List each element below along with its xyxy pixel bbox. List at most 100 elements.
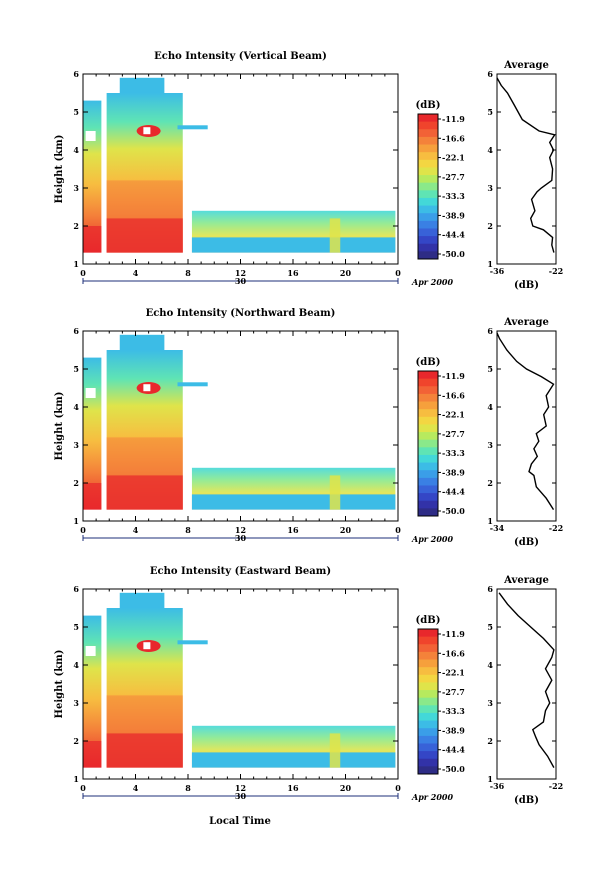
x-tick-label: 16 — [287, 783, 299, 793]
profile-title: Average — [503, 60, 549, 71]
colorbar-swatch — [418, 667, 438, 676]
colorbar-label: -11.9 — [442, 629, 465, 639]
echo-low-layer-core — [191, 752, 396, 768]
y-tick-label: 6 — [73, 69, 79, 79]
date-label: 30 — [235, 276, 247, 286]
colorbar-swatch — [418, 424, 438, 433]
colorbar-swatch — [418, 205, 438, 214]
colorbar-swatch — [418, 129, 438, 138]
colorbar-label: -50.0 — [442, 249, 465, 259]
colorbar-swatch — [418, 121, 438, 130]
colorbar-swatch — [418, 167, 438, 176]
colorbar-swatch — [418, 152, 438, 161]
colorbar-swatch — [418, 651, 438, 660]
x-tick-label: 16 — [287, 268, 299, 278]
echo-storm-core — [106, 475, 183, 510]
colorbar-label: -16.6 — [442, 648, 465, 658]
profile-y-tick-label: 6 — [487, 69, 493, 79]
colorbar-swatch — [418, 644, 438, 653]
echo-low-layer-spike — [329, 475, 341, 510]
y-tick-label: 5 — [73, 622, 79, 632]
colorbar-swatch — [418, 751, 438, 760]
profile-title: Average — [503, 575, 549, 586]
colorbar-swatch — [418, 386, 438, 395]
colorbar-swatch — [418, 136, 438, 145]
heatmap-image — [83, 334, 396, 510]
echo-gap — [85, 131, 96, 141]
profile-y-tick-label: 4 — [487, 402, 493, 412]
colorbar-swatch — [418, 470, 438, 479]
echo-anvil — [177, 125, 208, 130]
echo-low-layer-spike — [329, 733, 341, 768]
x-tick-label: 4 — [133, 268, 139, 278]
x-tick-label: 12 — [235, 783, 246, 793]
profile-x-tick-label: -22 — [549, 266, 563, 276]
colorbar-label: -27.7 — [442, 172, 465, 182]
x-tick-label: 0 — [80, 268, 86, 278]
colorbar-label: -33.3 — [442, 448, 465, 458]
x-tick-label: 8 — [185, 525, 191, 535]
x-tick-label: 0 — [395, 525, 401, 535]
colorbar-swatch — [418, 393, 438, 402]
colorbar-swatch — [418, 114, 438, 123]
x-tick-label: 4 — [133, 525, 139, 535]
profile-x-tick-label: -36 — [490, 266, 505, 276]
colorbar-swatch — [418, 500, 438, 509]
x-tick-label: 20 — [340, 525, 352, 535]
chart-title: Echo Intensity (Eastward Beam) — [150, 566, 331, 577]
colorbar-label: -22.1 — [442, 668, 465, 678]
month-label: Apr 2000 — [411, 277, 454, 287]
colorbar-swatch — [418, 758, 438, 767]
chart-title: Echo Intensity (Vertical Beam) — [154, 51, 327, 62]
y-axis-label: Height (km) — [54, 650, 65, 719]
x-axis-label: Local Time — [209, 816, 271, 827]
colorbar-swatch — [418, 485, 438, 494]
echo-bright-band-gap — [143, 384, 151, 392]
colorbar-swatch — [418, 477, 438, 486]
colorbar-swatch — [418, 220, 438, 229]
profile-y-tick-label: 5 — [487, 107, 493, 117]
y-tick-label: 2 — [73, 478, 79, 488]
colorbar-swatch — [418, 735, 438, 744]
profile-x-label: (dB) — [514, 795, 539, 806]
echo-storm-top — [119, 77, 165, 93]
colorbar-swatch — [418, 766, 438, 775]
y-tick-label: 1 — [73, 259, 79, 269]
colorbar-swatch — [418, 508, 438, 517]
profile-series-line — [496, 332, 555, 510]
x-tick-label: 0 — [80, 525, 86, 535]
colorbar-swatch — [418, 447, 438, 456]
colorbar-label: -50.0 — [442, 506, 465, 516]
profile-y-tick-label: 5 — [487, 622, 493, 632]
colorbar-label: -22.1 — [442, 410, 465, 420]
colorbar-swatch — [418, 439, 438, 448]
profile-y-tick-label: 5 — [487, 364, 493, 374]
colorbar-frame — [417, 113, 439, 260]
colorbar-label: -11.9 — [442, 114, 465, 124]
echo-low-layer-core — [191, 494, 396, 510]
colorbar-label: -44.4 — [442, 230, 465, 240]
colorbar-swatch — [418, 462, 438, 471]
echo-storm-core — [106, 218, 183, 253]
month-label: Apr 2000 — [411, 792, 454, 802]
y-tick-label: 6 — [73, 584, 79, 594]
month-label: Apr 2000 — [411, 534, 454, 544]
profile-x-tick-label: -22 — [549, 523, 563, 533]
profile-y-tick-label: 3 — [487, 698, 493, 708]
y-tick-label: 1 — [73, 516, 79, 526]
profile-frame — [496, 330, 557, 522]
profile-y-tick-label: 3 — [487, 440, 493, 450]
chart-title: Echo Intensity (Northward Beam) — [146, 308, 336, 319]
profile-y-tick-label: 2 — [487, 478, 493, 488]
profile-y-tick-label: 2 — [487, 221, 493, 231]
x-tick-label: 12 — [235, 525, 246, 535]
profile-y-tick-label: 1 — [487, 259, 493, 269]
colorbar-swatch — [418, 728, 438, 737]
profile-frame — [496, 588, 557, 780]
colorbar-swatch — [418, 416, 438, 425]
colorbar-swatch — [418, 182, 438, 191]
echo-early-core — [83, 483, 102, 510]
colorbar-swatch — [418, 236, 438, 245]
colorbar-swatch — [418, 705, 438, 714]
